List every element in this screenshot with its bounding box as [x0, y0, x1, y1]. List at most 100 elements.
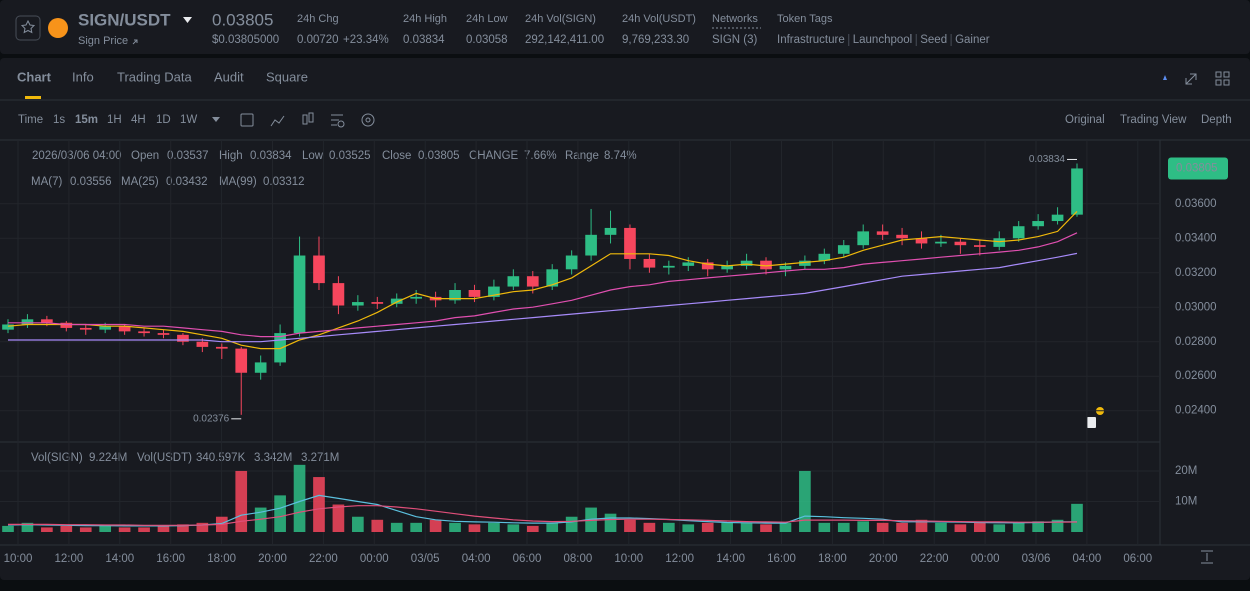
view-option[interactable]: Original [1065, 114, 1105, 126]
volume-bar [429, 519, 442, 532]
ohlc-value: 0.03834 [250, 150, 292, 162]
volume-bar [507, 524, 520, 532]
token-logo [48, 18, 68, 38]
candle-body [546, 269, 559, 287]
ohlc-value: 0.03805 [418, 150, 460, 162]
token-tag[interactable]: Launchpool [853, 34, 912, 46]
vol-value: 9.224M [89, 452, 127, 464]
ohlc-date: 2026/03/06 04:00 [32, 150, 122, 162]
view-option[interactable]: Trading View [1120, 114, 1187, 126]
price: 0.03805 [212, 10, 273, 29]
tab[interactable]: Trading Data [117, 69, 192, 84]
tab[interactable]: Square [266, 69, 308, 84]
volume-bar [837, 522, 850, 532]
x-tick-label: 08:00 [564, 553, 593, 565]
vol-ma-value: 3.271M [301, 452, 339, 464]
x-tick-label: 04:00 [1073, 553, 1102, 565]
vol-legend: Vol(SIGN) [31, 452, 83, 464]
candle-body [177, 334, 189, 342]
star-icon [20, 19, 36, 34]
interval[interactable]: Time [18, 114, 43, 126]
candle-body [2, 324, 14, 330]
interval-dropdown[interactable] [212, 117, 220, 122]
candle-body [682, 262, 695, 266]
tab[interactable]: Info [72, 69, 94, 84]
interval[interactable]: 1s [53, 114, 65, 126]
interval[interactable]: 1H [107, 114, 122, 126]
candle-body [41, 319, 53, 323]
volume-bar [235, 470, 248, 532]
volume-bar [876, 522, 889, 532]
interval[interactable]: 4H [131, 114, 146, 126]
header-bg [0, 0, 1250, 54]
x-tick-label: 12:00 [665, 553, 694, 565]
candle-body [507, 276, 520, 287]
ohlc-value: 7.66% [524, 150, 557, 162]
volume-bar [332, 504, 345, 532]
stat-label: 24h High [403, 13, 447, 25]
candle-body [876, 231, 889, 235]
y-tick-label: 0.03000 [1175, 301, 1217, 313]
volume-bar [118, 527, 131, 532]
volume-bar [546, 522, 559, 532]
dropdown-icon[interactable] [183, 17, 192, 23]
vol-tick-label: 20M [1175, 465, 1197, 477]
note-icon[interactable] [1087, 417, 1096, 428]
candle-body [624, 227, 636, 259]
tab[interactable]: Chart [17, 69, 52, 84]
candle-body [196, 341, 209, 347]
ohlc-value: 0.03537 [167, 150, 209, 162]
candle-body [565, 255, 578, 270]
candle-body [760, 260, 772, 270]
candle-body [799, 260, 811, 266]
stat-value: 0.03834 [403, 34, 445, 46]
volume-bar [2, 525, 14, 532]
volume-bar [390, 522, 403, 532]
volume-bar [760, 524, 772, 532]
candle-body [896, 234, 908, 239]
volume-bar [818, 522, 831, 532]
volume-bar [624, 519, 636, 532]
volume-bar [371, 519, 384, 532]
x-tick-label: 03/06 [1022, 553, 1051, 565]
ma-line [7, 210, 1078, 350]
volume-bar [60, 525, 73, 532]
volume-bar [896, 522, 908, 532]
favorite-button[interactable] [15, 15, 41, 41]
token-tag[interactable]: Seed [920, 34, 947, 46]
vol-ma-line [8, 505, 1078, 526]
price-usd: $0.03805000 [212, 34, 279, 46]
tab[interactable]: Audit [214, 69, 244, 84]
ohlc-label: Open [131, 150, 159, 162]
candle-body [332, 283, 345, 306]
volume-bar [721, 522, 733, 532]
interval[interactable]: 1D [156, 114, 171, 126]
y-tick-label: 0.03400 [1175, 232, 1217, 244]
candle-body [604, 227, 617, 235]
x-tick-label: 22:00 [309, 553, 338, 565]
token-tag[interactable]: Infrastructure [777, 34, 845, 46]
token-tag[interactable]: Gainer [955, 34, 990, 46]
volume-bar [138, 527, 150, 532]
volume-bar [526, 525, 539, 532]
stat-label: 24h Low [466, 13, 508, 25]
candle-body [79, 327, 92, 330]
ma-legend: MA(7) [31, 176, 62, 188]
volume-bar [410, 522, 422, 532]
volume-bar [99, 525, 112, 532]
ma-legend: MA(25) [121, 176, 159, 188]
toolbar-icons [240, 71, 1230, 564]
stat-value: 0.00720 [297, 34, 339, 46]
view-option[interactable]: Depth [1201, 114, 1232, 126]
volume-bar [604, 513, 617, 532]
candle-body [915, 238, 928, 244]
interval[interactable]: 15m [75, 114, 98, 126]
last-price-label: 0.03805 [1176, 162, 1218, 174]
candle-body [390, 298, 403, 304]
x-tick-label: 06:00 [513, 553, 542, 565]
volume-bar [779, 522, 792, 532]
volume-bar [1032, 521, 1044, 532]
interval[interactable]: 1W [180, 114, 197, 126]
candle-body [1012, 226, 1025, 239]
ai-icon[interactable] [1163, 75, 1167, 80]
